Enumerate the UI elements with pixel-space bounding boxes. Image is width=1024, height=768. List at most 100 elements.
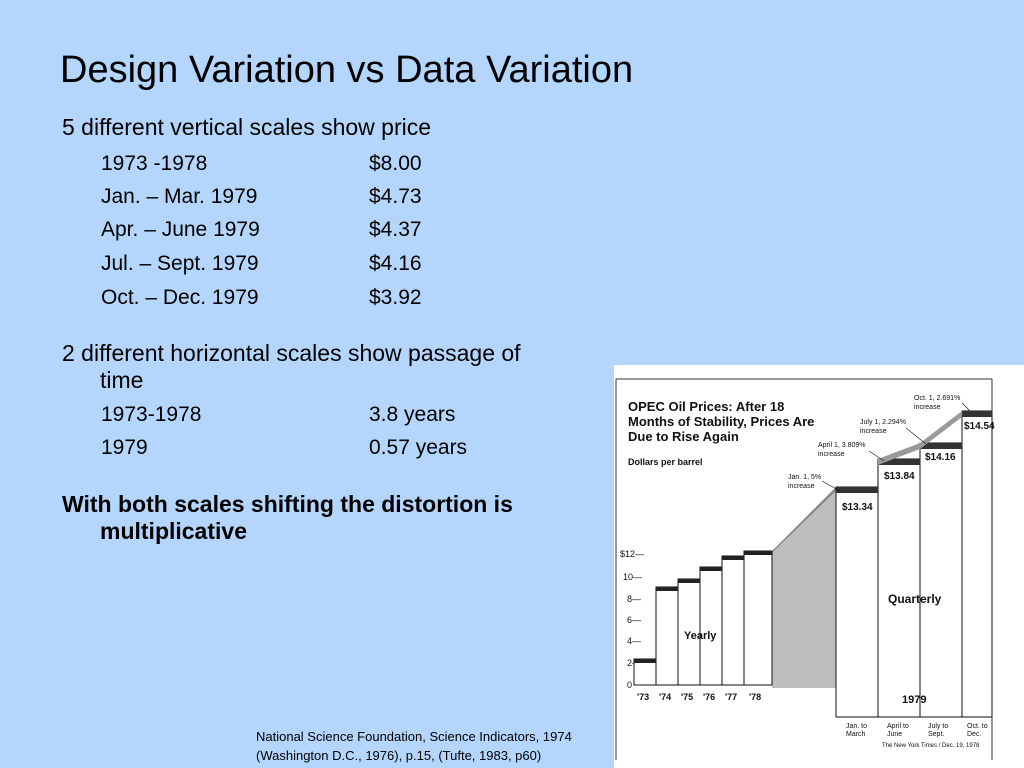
quarter-label: Sept. bbox=[928, 731, 944, 738]
row-label: 1973-1978 bbox=[101, 403, 202, 426]
quarter-label: Oct. to bbox=[967, 723, 988, 730]
price-label-q4: $14.54 bbox=[964, 421, 995, 432]
conclusion-text: With both scales shifting the distortion… bbox=[62, 491, 602, 545]
slide-title: Design Variation vs Data Variation bbox=[60, 49, 634, 91]
opec-chart-svg: OPEC Oil Prices: After 18 Months of Stab… bbox=[615, 378, 995, 760]
row-label: 1973 -1978 bbox=[101, 152, 208, 175]
yearly-bars bbox=[633, 550, 773, 686]
bar-1978 bbox=[743, 550, 773, 686]
row-value: $3.92 bbox=[369, 286, 422, 309]
quarter-label: March bbox=[846, 731, 866, 738]
increase-note: increase bbox=[788, 483, 815, 490]
increase-note: April 1, 3.809% bbox=[818, 442, 865, 449]
bar-1974 bbox=[655, 586, 679, 686]
leader-line bbox=[868, 450, 885, 462]
row-label: Jul. – Sept. 1979 bbox=[101, 252, 259, 275]
increase-note: increase bbox=[818, 451, 845, 458]
quarter-label: Dec. bbox=[967, 731, 981, 738]
price-label-q1: $13.34 bbox=[842, 502, 873, 513]
row-label: 1979 bbox=[101, 436, 148, 459]
year-1979-label: 1979 bbox=[902, 694, 926, 706]
x-year-label: '77 bbox=[725, 692, 737, 702]
table-row: Jan. – Mar. 1979 $4.73 bbox=[101, 184, 422, 210]
y-tick-label: 0 bbox=[627, 680, 632, 690]
figure-unit: Dollars per barrel bbox=[628, 457, 703, 467]
step-shade bbox=[920, 411, 962, 449]
bar-cap bbox=[836, 487, 878, 493]
row-label: Jan. – Mar. 1979 bbox=[101, 185, 258, 208]
quarter-label: July to bbox=[928, 723, 948, 730]
y-tick-label: 8— bbox=[627, 594, 641, 604]
bar-cap bbox=[700, 567, 722, 571]
figure-title-line-1: OPEC Oil Prices: After 18 bbox=[628, 399, 784, 414]
price-label-q2: $13.84 bbox=[884, 471, 915, 482]
vertical-scales-heading: 5 different vertical scales show price bbox=[62, 114, 432, 140]
figure-title-line-3: Due to Rise Again bbox=[628, 429, 739, 444]
citation: National Science Foundation, Science Ind… bbox=[256, 727, 572, 765]
leader-line bbox=[821, 480, 841, 492]
citation-line-2: (Washington D.C., 1976), p.15, (Tufte, 1… bbox=[256, 748, 542, 763]
row-value: $4.73 bbox=[369, 185, 422, 208]
table-row: Jul. – Sept. 1979 $4.16 bbox=[101, 251, 422, 277]
increase-note: increase bbox=[860, 428, 887, 435]
quarter-label: Jan. to bbox=[846, 723, 867, 730]
price-label-q3: $14.16 bbox=[925, 452, 956, 463]
table-row: Oct. – Dec. 1979 $3.92 bbox=[101, 285, 422, 311]
y-tick-label: $12— bbox=[620, 549, 644, 559]
y-tick-label: 4— bbox=[627, 636, 641, 646]
row-value: 0.57 years bbox=[369, 436, 468, 459]
leader-line bbox=[905, 427, 927, 445]
row-value: $4.16 bbox=[369, 252, 422, 275]
figure-source: The New York Times / Dec. 19, 1978 bbox=[882, 743, 980, 749]
bar-cap bbox=[744, 551, 772, 555]
bar-cap bbox=[962, 411, 992, 417]
x-year-label: '75 bbox=[681, 692, 693, 702]
bar-cap bbox=[722, 556, 744, 560]
bar-cap bbox=[634, 659, 656, 663]
leader-line bbox=[961, 402, 971, 412]
bar-q2 bbox=[877, 458, 921, 718]
table-row: 1973-1978 3.8 years bbox=[101, 402, 455, 428]
increase-note: increase bbox=[914, 404, 941, 411]
bar-1976 bbox=[699, 566, 723, 686]
bar-cap bbox=[678, 579, 700, 583]
perspective-shade bbox=[772, 487, 836, 553]
conclusion-line-2: multiplicative bbox=[100, 518, 247, 544]
heading-line-1: 2 different horizontal scales show passa… bbox=[62, 340, 521, 366]
perspective-band bbox=[772, 491, 836, 688]
row-label: Apr. – June 1979 bbox=[101, 218, 260, 241]
increase-note: July 1, 2.294% bbox=[860, 419, 906, 426]
table-row: 1979 0.57 years bbox=[101, 435, 467, 461]
y-tick-label: 10— bbox=[623, 572, 642, 582]
horizontal-scales-heading: 2 different horizontal scales show passa… bbox=[62, 340, 602, 394]
figure-title-line-2: Months of Stability, Prices Are bbox=[628, 414, 814, 429]
bar-1977 bbox=[721, 555, 745, 686]
heading-line-2: time bbox=[100, 367, 144, 393]
x-year-label: '78 bbox=[749, 692, 761, 702]
x-year-label: '73 bbox=[637, 692, 649, 702]
y-tick-label: 6— bbox=[627, 615, 641, 625]
citation-line-1: National Science Foundation, Science Ind… bbox=[256, 729, 572, 744]
bar-q3 bbox=[919, 442, 963, 718]
x-year-label: '74 bbox=[659, 692, 671, 702]
increase-note: Oct. 1, 2.691% bbox=[914, 395, 960, 402]
conclusion-line-1: With both scales shifting the distortion… bbox=[62, 491, 513, 517]
yearly-label: Yearly bbox=[684, 630, 717, 642]
quarterly-label: Quarterly bbox=[888, 592, 942, 606]
quarter-label: June bbox=[887, 731, 902, 738]
table-row: 1973 -1978 $8.00 bbox=[101, 151, 422, 177]
increase-note: Jan. 1, 5% bbox=[788, 474, 821, 481]
table-row: Apr. – June 1979 $4.37 bbox=[101, 217, 422, 243]
x-year-label: '76 bbox=[703, 692, 715, 702]
bar-cap bbox=[656, 587, 678, 591]
bar-q1 bbox=[835, 486, 879, 718]
row-label: Oct. – Dec. 1979 bbox=[101, 286, 259, 309]
quarter-label: April to bbox=[887, 723, 909, 730]
quarterly-bars bbox=[835, 410, 993, 718]
row-value: $8.00 bbox=[369, 152, 422, 175]
step-shade bbox=[878, 443, 920, 465]
bar-cap bbox=[920, 443, 962, 449]
opec-figure: OPEC Oil Prices: After 18 Months of Stab… bbox=[614, 365, 1024, 768]
row-value: $4.37 bbox=[369, 218, 422, 241]
bar-q4 bbox=[961, 410, 993, 718]
